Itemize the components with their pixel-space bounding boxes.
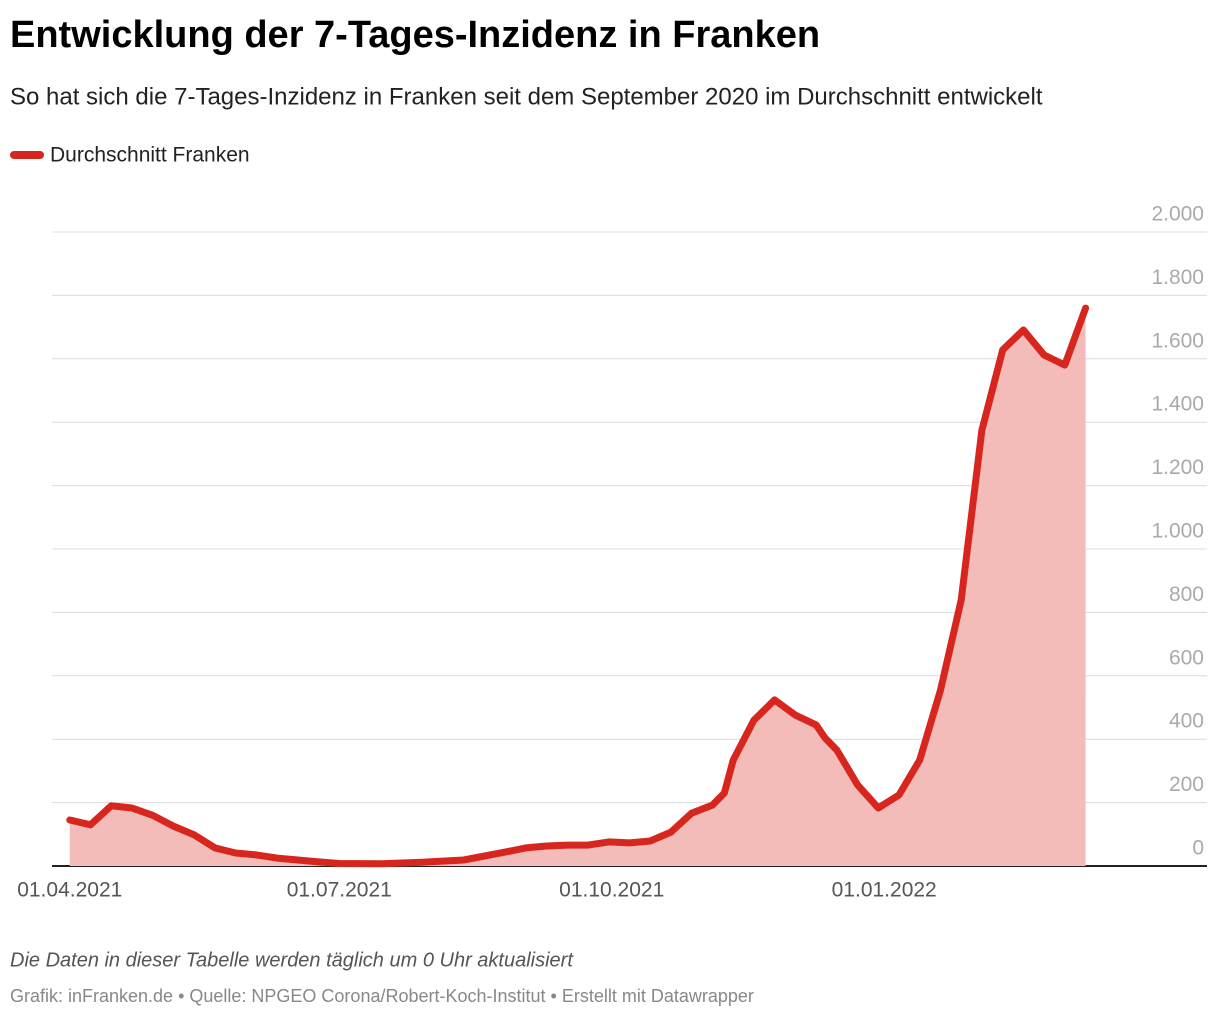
legend-label: Durchschnitt Franken: [50, 144, 250, 167]
area: [69, 308, 1086, 867]
y-tick-label: 200: [1169, 773, 1204, 796]
x-tick-label: 01.01.2022: [832, 879, 937, 902]
x-tick-label: 01.07.2021: [287, 879, 392, 902]
y-tick-label: 1.800: [1151, 266, 1204, 289]
line: [66, 304, 1090, 868]
x-tick-label: 01.10.2021: [559, 879, 664, 902]
chart-subtitle: So hat sich die 7-Tages-Inzidenz in Fran…: [10, 83, 1043, 110]
y-tick-label: 1.400: [1151, 393, 1204, 416]
source: Grafik: inFranken.de • Quelle: NPGEO Cor…: [10, 986, 754, 1006]
y-tick-label: 1.600: [1151, 329, 1204, 352]
y-tick-label: 400: [1169, 710, 1204, 733]
y-tick-label: 1.000: [1151, 520, 1204, 543]
note: Die Daten in dieser Tabelle werden tägli…: [10, 949, 574, 971]
y-tick-label: 2.000: [1151, 203, 1204, 226]
x-tick-label: 01.04.2021: [17, 879, 122, 902]
y-tick-label: 0: [1192, 837, 1204, 860]
y-tick-label: 800: [1169, 583, 1204, 606]
y-tick-label: 1.200: [1151, 456, 1204, 479]
y-tick-label: 600: [1169, 646, 1204, 669]
chart-title: Entwicklung der 7-Tages-Inzidenz in Fran…: [10, 14, 820, 56]
